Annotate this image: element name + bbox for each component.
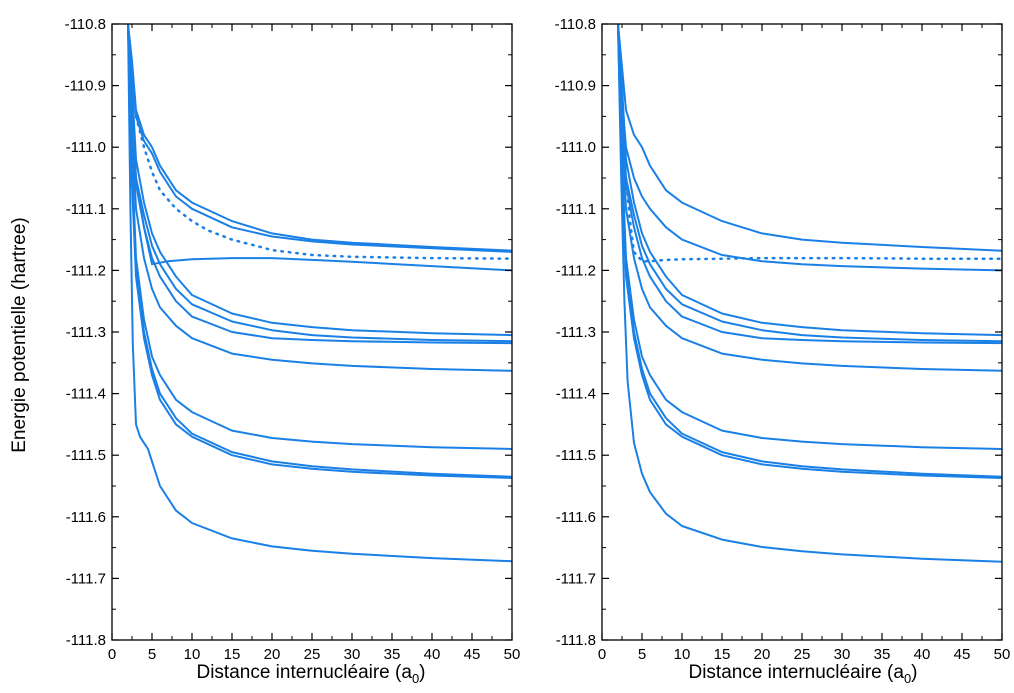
- x-tick-label: 20: [264, 646, 281, 663]
- y-tick-label: -110.8: [555, 16, 596, 33]
- chart-left: Energie potentielle (hartree) Distance i…: [9, 16, 520, 686]
- x-tick-label: 15: [714, 646, 731, 663]
- y-tick-label: -111.6: [556, 509, 596, 526]
- y-tick-label: -110.9: [555, 78, 596, 95]
- series-line: [127, 24, 512, 450]
- y-tick-label: -111.6: [66, 509, 106, 526]
- series-line: [127, 24, 512, 479]
- series-line: [127, 24, 512, 343]
- x-tick-label: 0: [598, 646, 606, 663]
- y-tick-label: -111.2: [556, 262, 596, 279]
- x-tick-label: 20: [754, 646, 771, 663]
- x-tick-label: 30: [834, 646, 851, 663]
- y-tick-label: -111.1: [66, 201, 106, 218]
- x-tick-label: 30: [344, 646, 361, 663]
- series-line: [617, 24, 1002, 252]
- series-line: [617, 24, 1002, 563]
- y-tick-label: -110.8: [65, 16, 106, 33]
- x-axis-label: Distance internucléaire (a0): [688, 662, 917, 686]
- series-line: [127, 24, 512, 345]
- x-tick-label: 15: [224, 646, 241, 663]
- series-line: [127, 24, 512, 563]
- series-line: [127, 24, 512, 252]
- x-tick-label: 25: [794, 646, 811, 663]
- series-line: [127, 24, 512, 253]
- series-line: [617, 24, 1002, 450]
- series-line: [617, 24, 1002, 479]
- series-line: [127, 24, 512, 478]
- chart-right: Distance internucléaire (a0) 0 5 10 15 20 25 3…: [555, 16, 1011, 686]
- series-line: [617, 24, 1002, 343]
- y-tick-label: -110.9: [65, 78, 106, 95]
- y-tick-label: -111.2: [66, 262, 106, 279]
- y-tick-label: -111.5: [66, 447, 106, 464]
- x-tick-label: 5: [638, 646, 646, 663]
- y-tick-label: -111.3: [556, 324, 596, 341]
- series-line: [617, 24, 1002, 337]
- y-tick-label: -111.8: [66, 632, 106, 649]
- x-tick-label: 10: [674, 646, 691, 663]
- x-tick-label: 50: [994, 646, 1011, 663]
- x-tick-label: 10: [184, 646, 201, 663]
- y-tick-label: -111.0: [66, 139, 106, 156]
- y-tick-label: -111.4: [66, 386, 106, 403]
- x-tick-label: 0: [108, 646, 116, 663]
- series-line: [617, 24, 1002, 272]
- y-tick-label: -111.3: [66, 324, 106, 341]
- x-tick-label: 50: [504, 646, 521, 663]
- x-tick-label: 35: [874, 646, 891, 663]
- y-tick-label: -111.7: [556, 570, 596, 587]
- series-group: [127, 24, 512, 563]
- x-tick-label: 35: [384, 646, 401, 663]
- series-line: [127, 24, 512, 372]
- y-tick-label: -111.7: [66, 570, 106, 587]
- y-tick-label: -111.0: [556, 139, 596, 156]
- series-line: [617, 24, 1002, 345]
- x-axis-label: Distance internucléaire (a0): [196, 662, 425, 686]
- y-axis-label: Energie potentielle (hartree): [9, 217, 30, 453]
- series-line: [127, 24, 512, 272]
- x-tick-label: 5: [148, 646, 156, 663]
- plot-frame: [111, 23, 513, 641]
- series-line: [127, 24, 512, 337]
- x-tick-label: 40: [914, 646, 931, 663]
- y-tick-label: -111.5: [556, 447, 596, 464]
- series-group: [617, 24, 1002, 563]
- y-tick-label: -111.8: [556, 632, 596, 649]
- series-line: [617, 24, 1002, 372]
- x-tick-label: 40: [424, 646, 441, 663]
- y-tick-label: -111.4: [556, 386, 596, 403]
- y-tick-label: -111.1: [556, 201, 596, 218]
- x-tick-label: 25: [304, 646, 321, 663]
- series-line: [617, 24, 1002, 478]
- plot-frame: [601, 23, 1003, 641]
- x-tick-label: 45: [464, 646, 481, 663]
- series-line-dotted: [134, 115, 512, 260]
- x-tick-label: 45: [954, 646, 971, 663]
